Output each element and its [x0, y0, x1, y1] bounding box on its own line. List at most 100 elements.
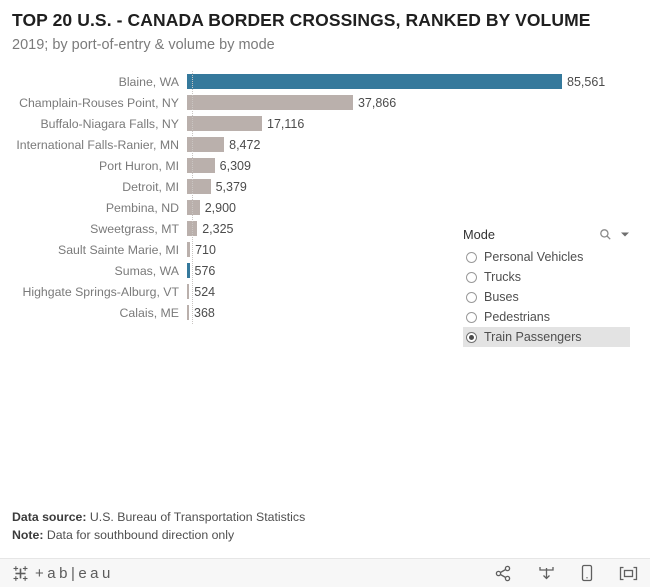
bar-row-label: Blaine, WA: [118, 74, 179, 89]
radio-button-icon[interactable]: [466, 331, 477, 343]
chevron-down-icon[interactable]: [620, 231, 630, 238]
mode-filter-header: Mode: [463, 224, 630, 244]
fullscreen-icon[interactable]: [619, 566, 638, 581]
bar-row-label: Sumas, WA: [114, 263, 179, 278]
search-icon[interactable]: [599, 228, 612, 241]
tableau-mark-icon: [13, 565, 28, 581]
device-preview-icon[interactable]: [581, 564, 593, 582]
bar-value-label: 17,116: [267, 116, 305, 131]
bar[interactable]: [187, 221, 198, 236]
bar-value-label: 576: [194, 263, 216, 278]
footnotes: Data source: U.S. Bureau of Transportati…: [12, 508, 305, 544]
share-icon[interactable]: [495, 565, 512, 582]
data-source-label: Data source:: [12, 510, 87, 524]
bar-row: Pembina, ND 2,900: [0, 197, 650, 218]
bar[interactable]: [187, 263, 190, 278]
bar[interactable]: [187, 242, 191, 257]
bar-row-label: Champlain-Rouses Point, NY: [19, 95, 179, 110]
bar-row-label: Port Huron, MI: [99, 158, 179, 173]
bar[interactable]: [187, 137, 225, 152]
bar-track: 37,866: [186, 92, 650, 113]
bar[interactable]: [187, 158, 215, 173]
bar-value-label: 710: [195, 242, 216, 257]
data-source-note: Data source: U.S. Bureau of Transportati…: [12, 508, 305, 526]
radio-button-icon[interactable]: [466, 291, 477, 303]
bar-track: 710: [186, 239, 650, 260]
bar-track: 368: [186, 302, 650, 323]
bar[interactable]: [187, 284, 190, 299]
bar-row: Champlain-Rouses Point, NY 37,866: [0, 92, 650, 113]
bar-row: Calais, ME 368: [0, 302, 650, 323]
bar-row: Blaine, WA 85,561: [0, 71, 650, 92]
bar-track: 524: [186, 281, 650, 302]
mode-filter-option-label: Train Passengers: [484, 330, 582, 344]
mode-filter-title: Mode: [463, 226, 496, 242]
title-block: TOP 20 U.S. - CANADA BORDER CROSSINGS, R…: [12, 10, 638, 53]
bar-value-label: 368: [194, 305, 215, 320]
tableau-logo[interactable]: +ab|eau: [12, 565, 114, 582]
radio-button-icon[interactable]: [466, 251, 477, 263]
bar-value-label: 85,561: [567, 74, 606, 89]
bar-row-label: Calais, ME: [119, 305, 179, 320]
tableau-toolbar: +ab|eau: [0, 558, 650, 587]
mode-filter-option[interactable]: Trucks: [463, 267, 630, 287]
bar-track: 2,900: [186, 197, 650, 218]
mode-filter-option[interactable]: Pedestrians: [463, 307, 630, 327]
bar-row-label: Detroit, MI: [122, 179, 179, 194]
mode-filter-option-label: Buses: [484, 290, 519, 304]
bar-row: Sault Sainte Marie, MI 710: [0, 239, 650, 260]
bar-value-label: 524: [194, 284, 216, 299]
bar-chart: Blaine, WA 85,561 Champlain-Rouses Point…: [0, 71, 650, 323]
bar-row-label: Highgate Springs-Alburg, VT: [22, 284, 179, 299]
radio-button-icon[interactable]: [466, 271, 477, 283]
radio-button-icon[interactable]: [466, 311, 477, 323]
bar-row: Highgate Springs-Alburg, VT 524: [0, 281, 650, 302]
bar-track: 85,561: [186, 71, 650, 92]
bar[interactable]: [187, 95, 353, 110]
bar-value-label: 37,866: [357, 95, 397, 110]
bar[interactable]: [187, 179, 211, 194]
bar-row-label: Pembina, ND: [105, 200, 179, 215]
download-icon[interactable]: [538, 565, 555, 582]
bar-value-label: 2,900: [204, 200, 236, 215]
bar-value-label: 5,379: [215, 179, 247, 194]
bar-row-label: International Falls-Ranier, MN: [16, 137, 179, 152]
page-title: TOP 20 U.S. - CANADA BORDER CROSSINGS, R…: [12, 10, 591, 30]
mode-filter: Mode Personal Vehicles Trucks: [463, 224, 630, 347]
data-source-text: U.S. Bureau of Transportation Statistics: [86, 510, 306, 524]
bar[interactable]: [187, 305, 189, 320]
bar-row: Detroit, MI 5,379: [0, 176, 650, 197]
mode-filter-option[interactable]: Buses: [463, 287, 630, 307]
bar-row-label: Sweetgrass, MT: [90, 221, 179, 236]
tableau-wordmark: +ab|eau: [35, 564, 114, 582]
toolbar-icons: [495, 564, 638, 582]
mode-filter-option[interactable]: Personal Vehicles: [463, 247, 630, 267]
bar-row: International Falls-Ranier, MN 8,472: [0, 134, 650, 155]
page-subtitle: 2019; by port-of-entry & volume by mode: [12, 37, 275, 53]
direction-note-label: Note:: [12, 528, 44, 542]
bar-track: 576: [186, 260, 650, 281]
bar-value-label: 8,472: [229, 137, 261, 152]
bar-value-label: 2,325: [202, 221, 234, 236]
mode-filter-option-label: Pedestrians: [484, 310, 551, 324]
bar-track: 8,472: [186, 134, 650, 155]
bar[interactable]: [187, 200, 200, 215]
bar-row: Buffalo-Niagara Falls, NY 17,116: [0, 113, 650, 134]
bar-track: 5,379: [186, 176, 650, 197]
mode-filter-option-label: Trucks: [484, 270, 522, 284]
bar-row-label: Buffalo-Niagara Falls, NY: [40, 116, 179, 131]
direction-note-text: Data for southbound direction only: [43, 528, 235, 542]
bar-track: 17,116: [186, 113, 650, 134]
bar[interactable]: [187, 74, 562, 89]
bar[interactable]: [187, 116, 263, 131]
mode-filter-option-label: Personal Vehicles: [484, 250, 584, 264]
bar-track: 6,309: [186, 155, 650, 176]
direction-note: Note: Data for southbound direction only: [12, 526, 305, 544]
bar-row-label: Sault Sainte Marie, MI: [58, 242, 179, 257]
bar-row: Sumas, WA 576: [0, 260, 650, 281]
mode-filter-options: Personal Vehicles Trucks Buses Pedestria…: [463, 247, 630, 347]
mode-filter-option[interactable]: Train Passengers: [463, 327, 630, 347]
bar-value-label: 6,309: [219, 158, 251, 173]
bar-row: Port Huron, MI 6,309: [0, 155, 650, 176]
